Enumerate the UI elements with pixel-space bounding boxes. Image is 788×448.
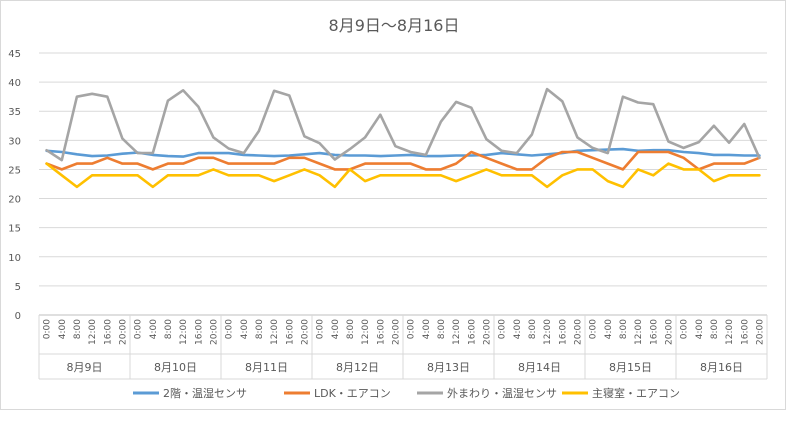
x-tick-label: 20:00 <box>664 319 674 345</box>
x-tick-label: 0:00 <box>225 319 235 339</box>
x-tick-label: 20:00 <box>300 319 310 345</box>
x-tick-label: 8:00 <box>164 319 174 339</box>
x-tick-label: 12:00 <box>361 319 371 345</box>
x-tick-label: 8:00 <box>346 319 356 339</box>
x-tick-label: 8:00 <box>710 319 720 339</box>
y-tick-label: 35 <box>8 107 21 118</box>
x-tick-label: 20:00 <box>209 319 219 345</box>
series-line-4 <box>45 162 761 189</box>
y-axis-tick-labels: 0 5 10 15 20 25 30 35 40 45 <box>8 49 21 322</box>
series-line-3 <box>45 87 761 162</box>
x-tick-label: 16:00 <box>194 319 204 345</box>
x-tick-label: 4:00 <box>422 319 432 339</box>
x-tick-label: 20:00 <box>118 319 128 345</box>
x-tick-label: 4:00 <box>331 319 341 339</box>
x-tick-label: 8:00 <box>437 319 447 339</box>
x-tick-label: 0:00 <box>134 319 144 339</box>
day-label: 8月9日 <box>67 361 103 374</box>
chart-title: 8月9日～8月16日 <box>329 16 460 35</box>
x-tick-label: 16:00 <box>376 319 386 345</box>
y-tick-label: 40 <box>8 78 21 89</box>
x-tick-label: 4:00 <box>240 319 250 339</box>
x-tick-label: 0:00 <box>407 319 417 339</box>
day-label: 8月13日 <box>427 361 470 374</box>
y-tick-label: 30 <box>8 136 21 147</box>
y-tick-label: 10 <box>8 253 21 264</box>
line-chart: 8月9日～8月16日 0 5 10 15 20 25 30 35 40 45 0:00 4:00 8:… <box>8 16 768 400</box>
x-axis: 0:00 4:00 8:00 12:00 16:00 20:00 0:00 4:00 8:00 1… <box>38 314 768 380</box>
x-tick-label: 12:00 <box>88 319 98 345</box>
x-tick-label: 20:00 <box>573 319 583 345</box>
x-tick-label: 12:00 <box>452 319 462 345</box>
day-label: 8月12日 <box>336 361 379 374</box>
x-tick-label: 0:00 <box>43 319 53 339</box>
x-tick-label: 4:00 <box>513 319 523 339</box>
chart-area: 8月9日～8月16日 0 5 10 15 20 25 30 35 40 45 0:00 4:00 8:… <box>0 0 786 410</box>
day-label: 8月15日 <box>609 361 652 374</box>
x-tick-label: 4:00 <box>58 319 68 339</box>
day-label: 8月11日 <box>245 361 288 374</box>
x-tick-label: 4:00 <box>695 319 705 339</box>
x-tick-label: 4:00 <box>149 319 159 339</box>
day-label: 8月14日 <box>518 361 561 374</box>
series-line-2 <box>45 150 761 171</box>
x-tick-label: 16:00 <box>740 319 750 345</box>
y-tick-label: 15 <box>8 224 21 235</box>
x-tick-label: 16:00 <box>558 319 568 345</box>
y-tick-label: 45 <box>8 49 21 60</box>
x-tick-label: 8:00 <box>73 319 83 339</box>
x-tick-label: 20:00 <box>391 319 401 345</box>
x-tick-label: 8:00 <box>528 319 538 339</box>
x-tick-label: 20:00 <box>755 319 765 345</box>
x-tick-label: 12:00 <box>543 319 553 345</box>
legend: 2階・温湿センサ LDK・エアコン 外まわり・温湿センサ 主寝室・エアコン <box>133 386 680 400</box>
x-tick-label: 8:00 <box>619 319 629 339</box>
legend-label: LDK・エアコン <box>314 387 391 400</box>
x-tick-label: 0:00 <box>316 319 326 339</box>
x-tick-label: 12:00 <box>270 319 280 345</box>
y-tick-label: 25 <box>8 165 21 176</box>
x-tick-label: 0:00 <box>680 319 690 339</box>
day-label: 8月16日 <box>700 361 743 374</box>
x-tick-label: 20:00 <box>482 319 492 345</box>
y-tick-label: 5 <box>15 282 21 293</box>
y-tick-label: 0 <box>15 311 21 322</box>
x-tick-label: 8:00 <box>255 319 265 339</box>
x-tick-label: 12:00 <box>634 319 644 345</box>
x-tick-label: 0:00 <box>498 319 508 339</box>
legend-label: 外まわり・温湿センサ <box>447 387 557 400</box>
day-label: 8月10日 <box>154 361 197 374</box>
series-lines <box>45 87 761 189</box>
x-tick-label: 16:00 <box>467 319 477 345</box>
gridlines <box>39 52 767 316</box>
legend-label: 主寝室・エアコン <box>592 386 680 400</box>
x-tick-label: 12:00 <box>179 319 189 345</box>
x-tick-label: 4:00 <box>604 319 614 339</box>
x-tick-label: 16:00 <box>649 319 659 345</box>
x-tick-label: 16:00 <box>103 319 113 345</box>
x-tick-label: 16:00 <box>285 319 295 345</box>
x-tick-label: 12:00 <box>725 319 735 345</box>
legend-label: 2階・温湿センサ <box>163 386 247 400</box>
y-tick-label: 20 <box>8 195 21 206</box>
x-tick-label: 0:00 <box>589 319 599 339</box>
